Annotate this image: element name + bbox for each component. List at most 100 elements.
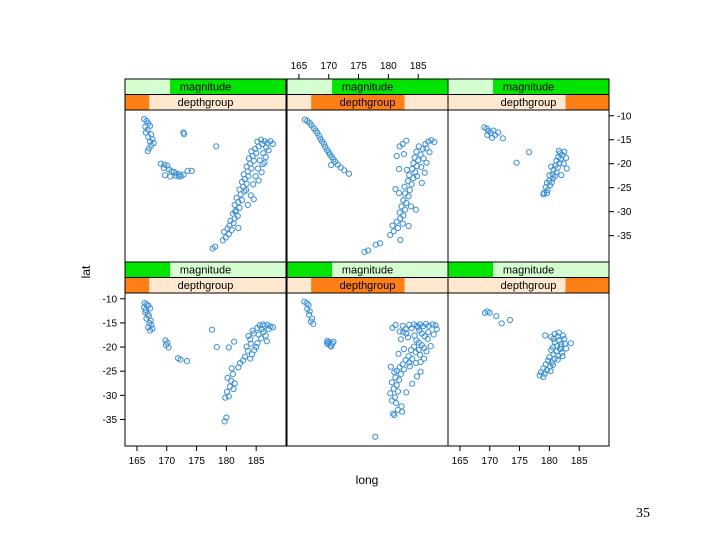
data-point — [391, 369, 398, 376]
data-point — [238, 178, 245, 185]
data-point — [184, 167, 191, 174]
data-point — [310, 320, 317, 327]
data-point — [247, 336, 254, 343]
data-point — [256, 157, 263, 164]
panel-frame — [447, 292, 610, 447]
data-point — [403, 166, 410, 173]
data-point — [421, 169, 428, 176]
data-point — [238, 197, 245, 204]
data-point — [213, 143, 220, 150]
data-point — [396, 209, 403, 216]
data-point — [180, 171, 187, 178]
data-point — [506, 316, 514, 324]
data-point — [145, 324, 152, 331]
data-point — [526, 149, 533, 156]
data-point — [415, 143, 422, 150]
data-point — [146, 327, 154, 334]
data-point — [365, 247, 372, 254]
data-point — [406, 187, 413, 194]
x-tick-label: 185 — [248, 456, 265, 467]
data-point — [221, 418, 228, 425]
data-point — [410, 160, 417, 167]
data-point — [231, 201, 238, 208]
data-point — [423, 159, 430, 166]
data-point — [255, 177, 262, 184]
data-point — [396, 376, 403, 383]
data-point — [415, 157, 422, 164]
data-point — [403, 199, 410, 207]
data-point — [431, 139, 438, 146]
data-point — [222, 234, 229, 241]
data-point — [161, 161, 168, 168]
data-point — [486, 309, 493, 316]
data-point — [213, 344, 220, 351]
data-point — [427, 343, 434, 350]
data-point — [393, 399, 400, 407]
data-point — [229, 371, 236, 378]
data-point — [493, 313, 500, 320]
data-point — [403, 137, 410, 144]
panel-bottom-middle: magnitude depthgroup — [286, 261, 449, 447]
data-point — [250, 196, 257, 203]
data-point — [361, 248, 368, 255]
depthgroup-strip-label: depthgroup — [501, 97, 557, 109]
data-point — [411, 154, 418, 161]
depthgroup-strip-label: depthgroup — [178, 97, 234, 109]
data-point — [415, 324, 422, 331]
data-point — [489, 134, 496, 141]
data-point — [387, 232, 394, 239]
data-point — [563, 154, 570, 161]
data-point — [372, 241, 379, 248]
panel-frame — [124, 292, 287, 447]
data-point — [396, 143, 403, 150]
data-point — [262, 153, 269, 161]
data-point — [433, 326, 440, 333]
data-point — [542, 332, 549, 339]
magnitude-strip-shingle — [125, 262, 171, 278]
data-point — [391, 394, 398, 401]
data-point — [323, 339, 331, 346]
data-point — [225, 344, 232, 351]
data-point — [161, 172, 169, 179]
data-point — [407, 203, 415, 210]
depthgroup-strip-shingle — [565, 94, 609, 110]
data-point — [558, 172, 565, 179]
data-point — [400, 151, 407, 158]
data-point — [420, 155, 427, 162]
magnitude-strip-label: magnitude — [180, 265, 231, 277]
depthgroup-strip-label: depthgroup — [501, 280, 557, 292]
data-point — [426, 149, 433, 156]
data-point — [495, 129, 502, 136]
data-point — [411, 332, 418, 339]
data-point — [406, 359, 413, 366]
data-point — [408, 181, 415, 188]
data-point — [400, 329, 407, 336]
data-point — [560, 160, 567, 167]
data-point — [397, 236, 404, 243]
magnitude-strip-shingle — [170, 79, 286, 95]
data-point — [209, 326, 216, 333]
data-point — [252, 173, 259, 180]
data-point — [328, 162, 335, 169]
data-point — [425, 138, 432, 145]
data-point — [330, 338, 337, 345]
data-point — [247, 192, 254, 199]
panel-top-right: magnitude depthgroup — [447, 78, 610, 263]
data-point — [236, 204, 243, 211]
data-point — [224, 374, 231, 381]
data-point — [231, 380, 238, 387]
data-point — [247, 160, 254, 167]
data-point — [389, 324, 396, 331]
slide-number: 35 — [636, 506, 650, 521]
data-point — [567, 340, 574, 347]
data-point — [400, 366, 407, 373]
data-point — [265, 147, 272, 154]
y-tick-label: -35 — [103, 415, 118, 426]
data-point — [180, 130, 188, 138]
data-point — [254, 138, 261, 145]
x-tick-label: 180 — [541, 456, 558, 467]
magnitude-strip-label: magnitude — [503, 82, 554, 94]
data-point — [401, 183, 408, 190]
data-point — [425, 322, 432, 329]
magnitude-strip-label: magnitude — [503, 265, 554, 277]
